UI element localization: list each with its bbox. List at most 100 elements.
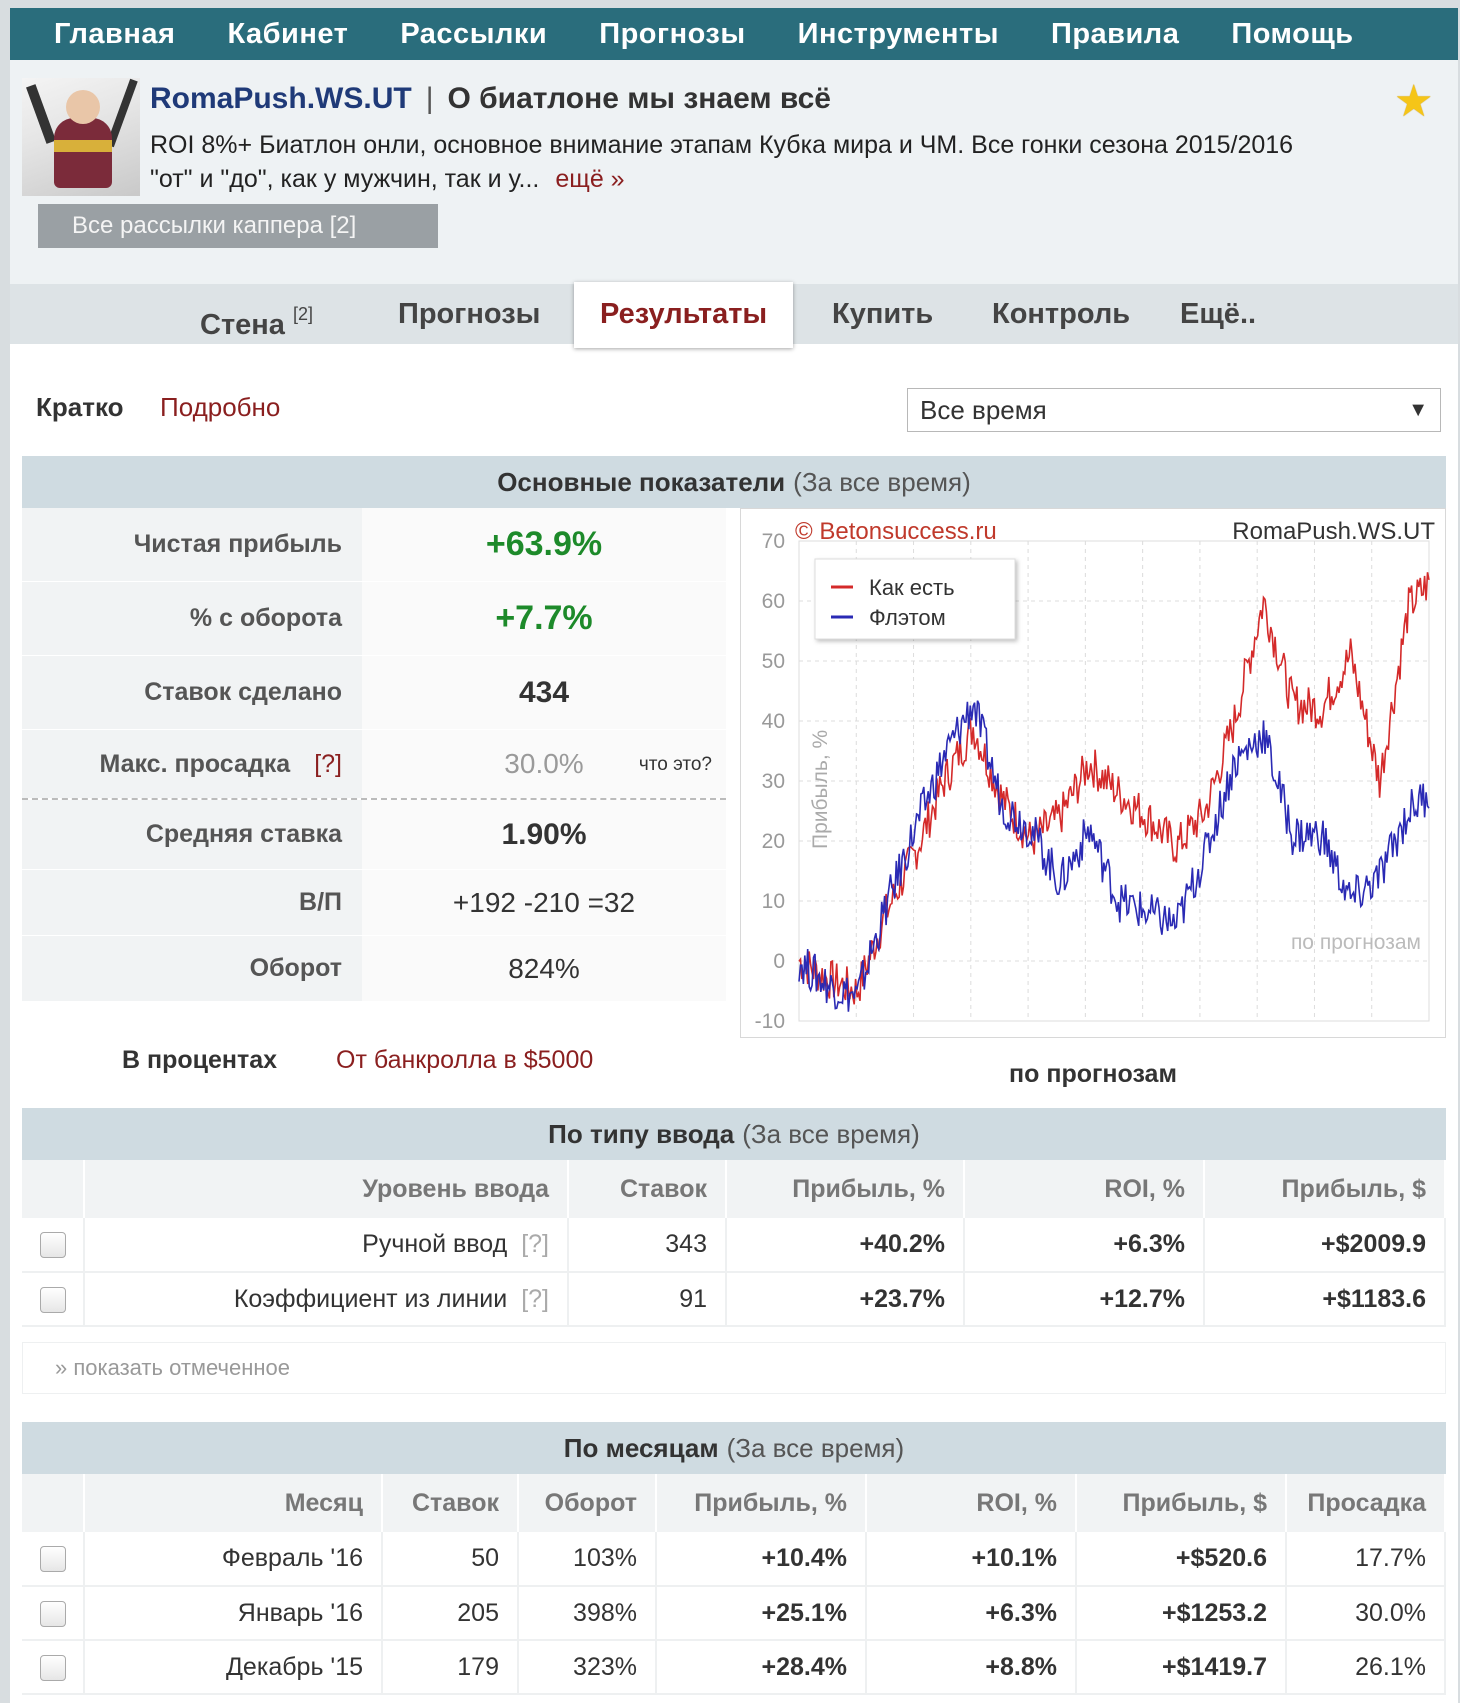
table-row: Коэффициент из линии [?] 91 +23.7% +12.7%…: [22, 1272, 1446, 1327]
stat-row: В/П +192 -210 =32: [22, 870, 726, 936]
nav-rules[interactable]: Правила: [1050, 17, 1180, 50]
mode-detailed[interactable]: Подробно: [160, 392, 281, 422]
stat-value: +192 -210 =32: [362, 870, 726, 935]
chart-watermark: © Betonsuccess.ru: [795, 518, 997, 545]
row-checkbox[interactable]: [39, 1232, 66, 1259]
stat-row: Средняя ставка 1.90%: [22, 800, 726, 870]
help-link[interactable]: [?]: [521, 1230, 549, 1258]
col-profit-usd[interactable]: Прибыль, $: [1204, 1160, 1446, 1218]
y-tick-label: 50: [762, 650, 785, 673]
main-stats-period: (За все время): [793, 467, 971, 497]
stat-row: Макс. просадка [?] 30.0% что это?: [22, 730, 726, 800]
stat-row: Чистая прибыль +63.9%: [22, 508, 726, 582]
y-tick-label: 70: [762, 530, 785, 553]
main-stats-header: Основные показатели (За все время): [22, 456, 1446, 508]
col-drawdown[interactable]: Просадка: [1286, 1474, 1446, 1532]
chart-caption[interactable]: по прогнозам: [1009, 1060, 1177, 1088]
tab-buy[interactable]: Купить: [832, 298, 934, 330]
level-cell[interactable]: Ручной ввод [?]: [84, 1218, 569, 1273]
roi-cell: +6.3%: [964, 1218, 1205, 1273]
y-tick-label: 30: [762, 770, 785, 793]
period-select[interactable]: Все время ▼: [907, 388, 1441, 432]
y-tick-label: 10: [762, 890, 785, 913]
mode-brief[interactable]: Кратко: [36, 392, 124, 422]
nav-home[interactable]: Главная: [54, 17, 176, 50]
main-stats-title: Основные показатели: [497, 467, 786, 497]
col-bets[interactable]: Ставок: [568, 1160, 727, 1218]
tab-forecasts[interactable]: Прогнозы: [398, 298, 541, 330]
series-line: [798, 572, 1430, 1005]
tipster-description: ROI 8%+ Биатлон онли, основное внимание …: [150, 128, 1330, 196]
y-tick-label: 20: [762, 830, 785, 853]
row-checkbox[interactable]: [39, 1286, 66, 1313]
period-value: Все время: [920, 395, 1047, 425]
row-checkbox[interactable]: [39, 1654, 66, 1681]
roi-cell: +8.8%: [866, 1640, 1077, 1695]
drawdown-cell: 26.1%: [1286, 1640, 1446, 1695]
tab-more[interactable]: Ещё..: [1180, 298, 1257, 330]
profit-usd-cell: +$2009.9: [1204, 1218, 1446, 1273]
table-row: Январь '16 205 398% +25.1% +6.3% +$1253.…: [22, 1586, 1446, 1641]
col-roi[interactable]: ROI, %: [964, 1160, 1205, 1218]
profit-usd-cell: +$1183.6: [1204, 1272, 1446, 1327]
from-bankroll-toggle[interactable]: От банкролла в $5000: [336, 1046, 594, 1074]
col-profit-pct[interactable]: Прибыль, %: [726, 1160, 965, 1218]
stat-label: Оборот: [22, 936, 362, 1001]
by-type-header: По типу ввода (За все время): [22, 1108, 1446, 1160]
row-checkbox[interactable]: [39, 1546, 66, 1573]
all-mailings-button[interactable]: Все рассылки каппера [2]: [38, 204, 438, 248]
col-profit-usd[interactable]: Прибыль, $: [1076, 1474, 1287, 1532]
nav-forecasts[interactable]: Прогнозы: [599, 17, 746, 50]
stat-label: Макс. просадка [?]: [22, 730, 362, 798]
roi-cell: +6.3%: [866, 1586, 1077, 1641]
in-percent-toggle[interactable]: В процентах: [122, 1046, 278, 1074]
turnover-cell: 323%: [518, 1640, 657, 1695]
nav-cabinet[interactable]: Кабинет: [227, 17, 349, 50]
tab-wall[interactable]: Стена [2]: [200, 304, 313, 341]
table-header-row: Уровень ввода Ставок Прибыль, % ROI, % П…: [22, 1160, 1446, 1218]
row-checkbox[interactable]: [39, 1600, 66, 1627]
col-profit-pct[interactable]: Прибыль, %: [656, 1474, 867, 1532]
col-roi[interactable]: ROI, %: [866, 1474, 1077, 1532]
month-cell[interactable]: Декабрь '15: [84, 1640, 383, 1695]
col-level[interactable]: Уровень ввода: [84, 1160, 569, 1218]
wall-count: [2]: [292, 304, 313, 324]
main-stats-table: Чистая прибыль +63.9% % с оборота +7.7% …: [22, 508, 726, 1002]
avatar[interactable]: [22, 78, 140, 196]
y-tick-label: 0: [773, 950, 785, 973]
col-month[interactable]: Месяц: [84, 1474, 383, 1532]
stat-value: 1.90%: [362, 800, 726, 869]
legend-label: Флэтом: [869, 605, 946, 630]
show-marked-link[interactable]: » показать отмеченное: [22, 1342, 1446, 1394]
nav-mailings[interactable]: Рассылки: [400, 17, 548, 50]
stat-value: 30.0% что это?: [362, 730, 726, 798]
nav-tools[interactable]: Инструменты: [797, 17, 999, 50]
level-cell[interactable]: Коэффициент из линии [?]: [84, 1272, 569, 1327]
what-is-this-link[interactable]: что это?: [638, 754, 712, 775]
help-link[interactable]: [?]: [521, 1284, 549, 1313]
tipster-name[interactable]: RomaPush.WS.UT: [150, 82, 412, 115]
profit-chart-svg: 70 60 50 40 30 20 10 0 -10 © Betonsuccess.ru RomaP…: [755, 518, 1436, 1033]
tab-control[interactable]: Контроль: [992, 298, 1131, 330]
month-cell[interactable]: Январь '16: [84, 1586, 383, 1641]
tab-results[interactable]: Результаты: [574, 282, 794, 348]
by-month-table: Месяц Ставок Оборот Прибыль, % ROI, % Пр…: [22, 1474, 1446, 1695]
chart-author: RomaPush.WS.UT: [1232, 518, 1435, 545]
drawdown-cell: 30.0%: [1286, 1586, 1446, 1641]
profit-pct-cell: +23.7%: [726, 1272, 965, 1327]
help-link[interactable]: [?]: [314, 749, 342, 778]
star-icon[interactable]: ★: [1394, 77, 1434, 126]
y-tick-label: -10: [755, 1010, 785, 1033]
bets-cell: 91: [568, 1272, 727, 1327]
more-link[interactable]: ещё »: [555, 165, 625, 193]
description-text: ROI 8%+ Биатлон онли, основное внимание …: [150, 131, 1294, 193]
col-turnover[interactable]: Оборот: [518, 1474, 657, 1532]
col-bets[interactable]: Ставок: [382, 1474, 519, 1532]
drawdown-cell: 17.7%: [1286, 1532, 1446, 1587]
by-month-header: По месяцам (За все время): [22, 1422, 1446, 1474]
turnover-cell: 398%: [518, 1586, 657, 1641]
month-cell[interactable]: Февраль '16: [84, 1532, 383, 1587]
nav-help[interactable]: Помощь: [1231, 17, 1354, 50]
stat-value: 824%: [362, 936, 726, 1001]
profit-usd-cell: +$520.6: [1076, 1532, 1287, 1587]
